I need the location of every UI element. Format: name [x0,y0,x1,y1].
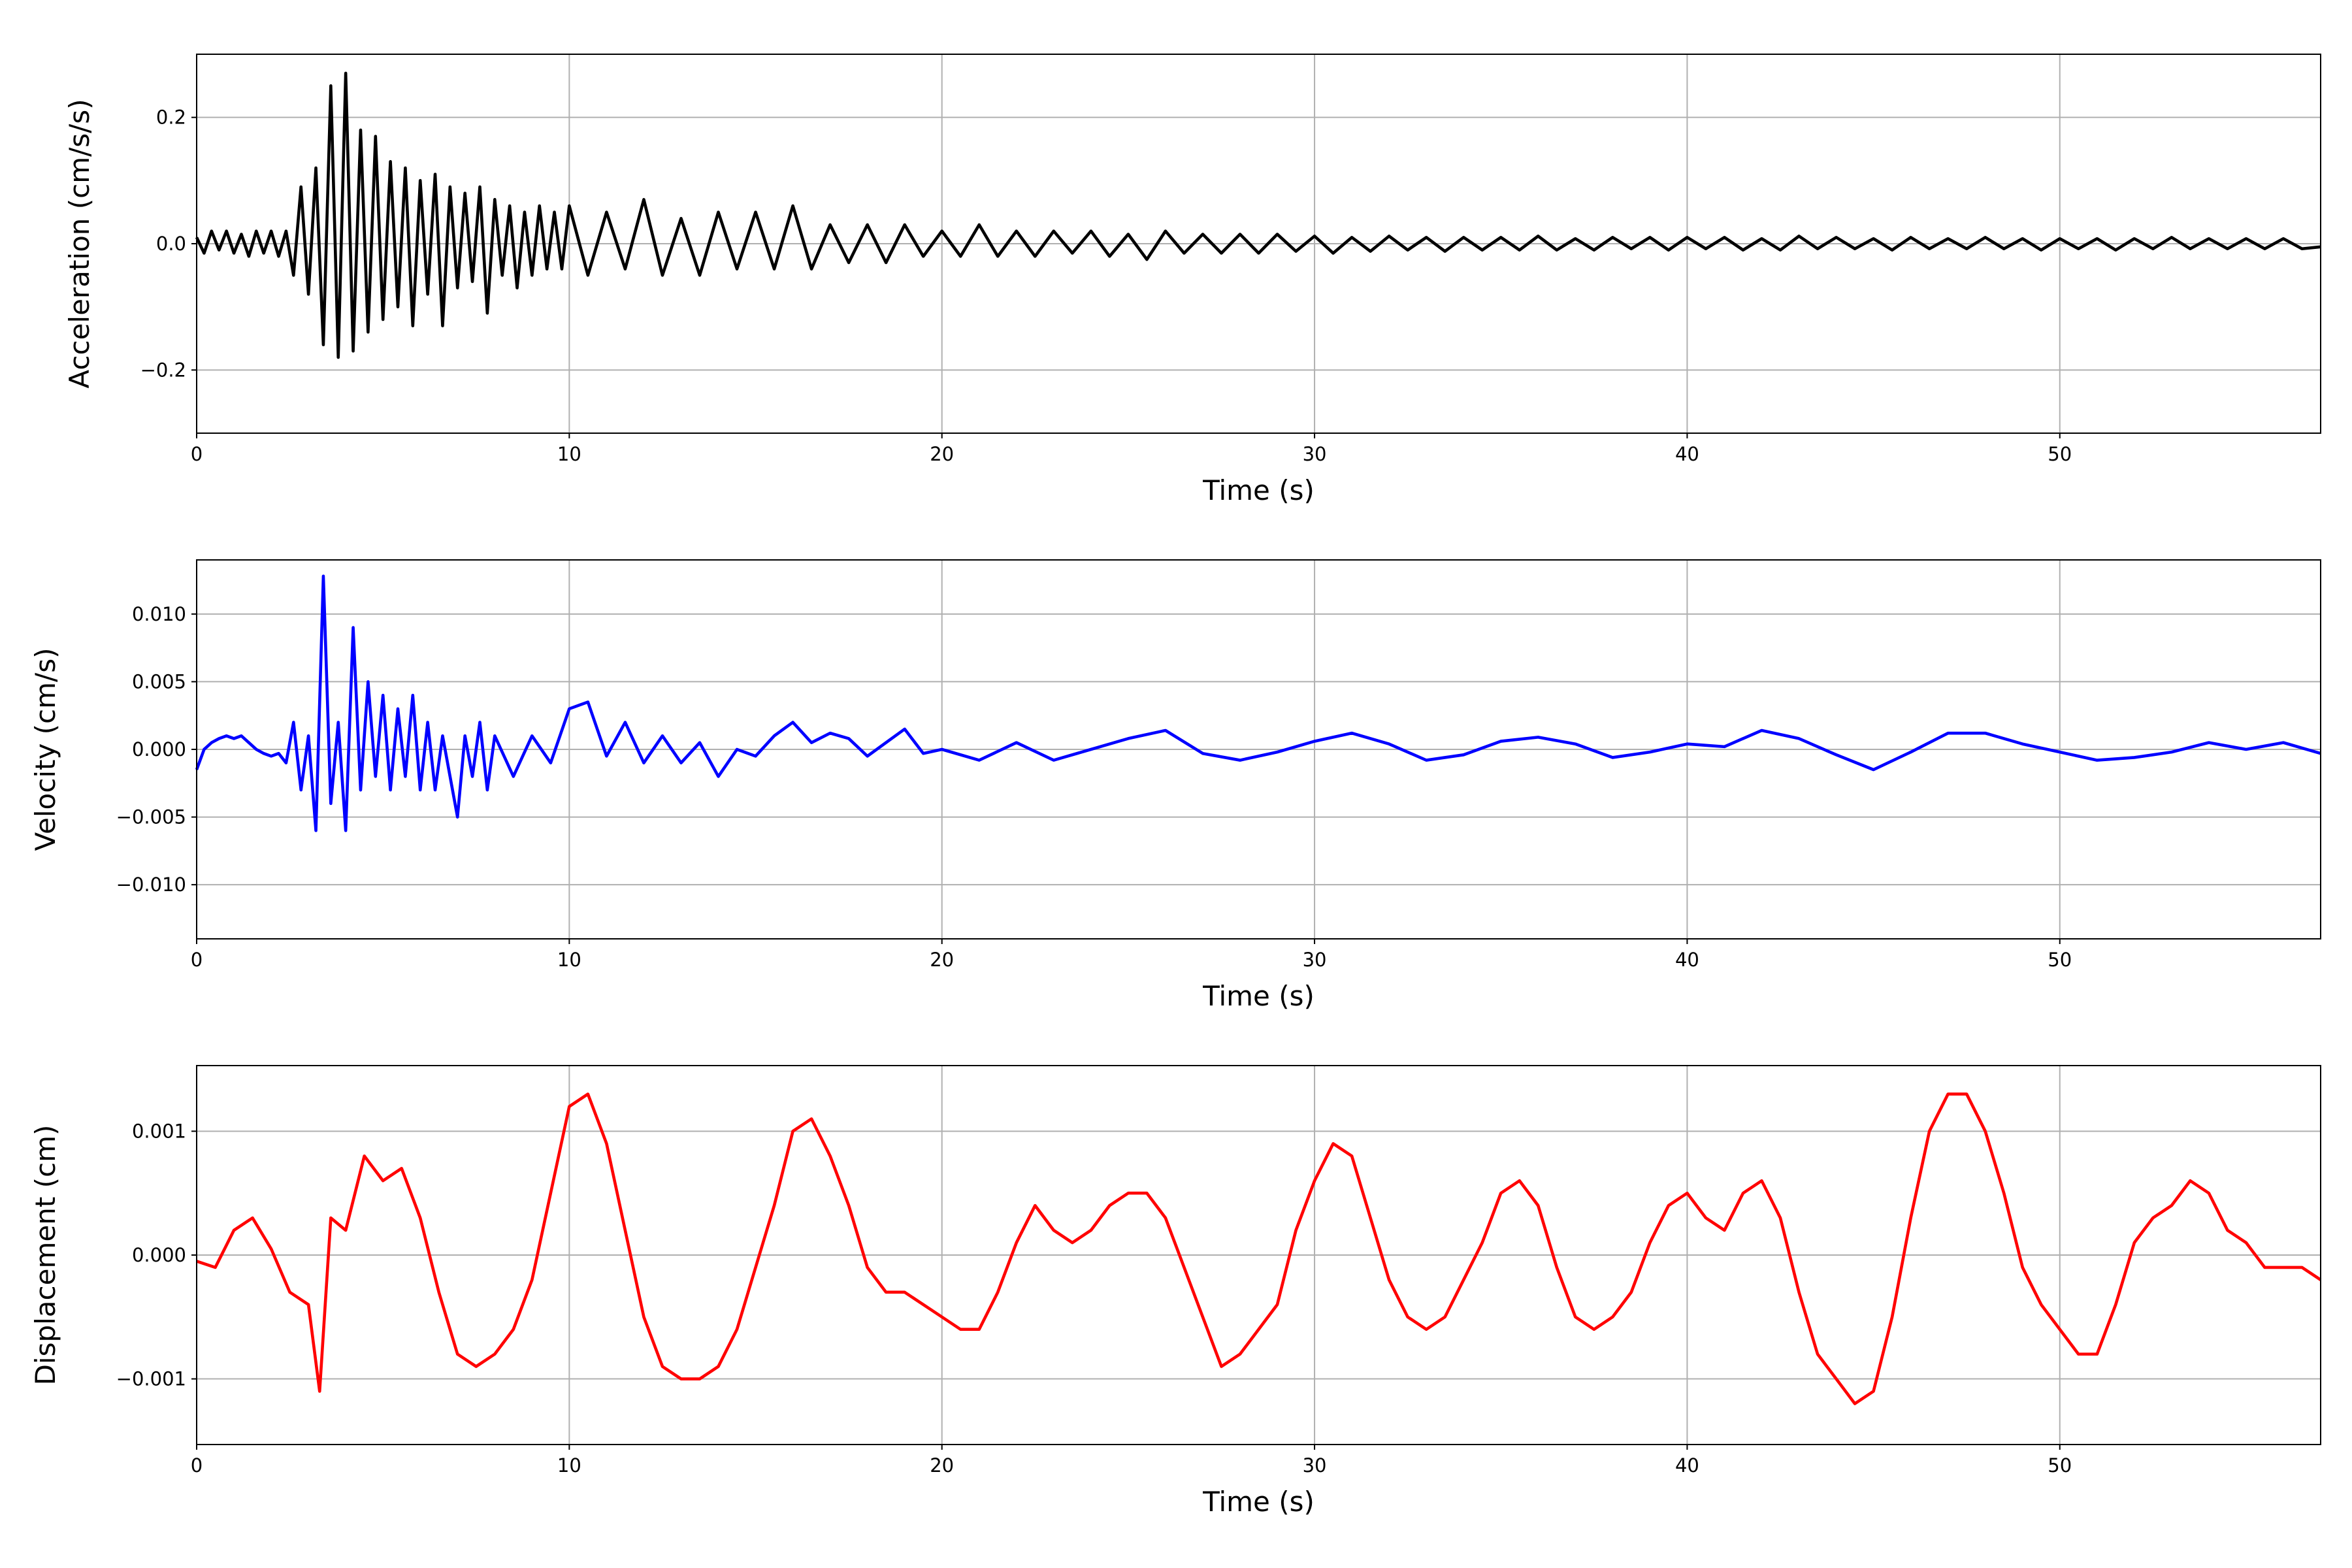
x-tick-label: 40 [1675,1454,1699,1477]
subplot: 0 10 20 30 40 50 −0.001 0.000 0.001 Time (s) Displ… [29,1065,2322,1518]
axes-frame [196,559,2321,939]
x-tick-label: 30 [1303,949,1327,971]
y-tick-label: 0.010 [132,603,186,625]
x-tick-label: 10 [557,949,581,971]
x-tick-label: 30 [1303,443,1327,465]
y-axis-label: Acceleration (cm/s/s) [63,99,95,388]
y-tick-label: −0.001 [116,1368,186,1390]
x-tick-label: 0 [191,443,203,465]
y-tick-label: 0.0 [156,233,186,255]
x-tick-label: 50 [2048,443,2072,465]
x-tick-label: 20 [930,949,954,971]
x-axis-label: Time (s) [1202,1486,1315,1518]
x-tick-label: 30 [1303,1454,1327,1477]
subplot: 0 10 20 30 40 50 −0.010 −0.005 0.000 0.005 0.010 Ti… [29,559,2321,1012]
y-axis-label: Displacement (cm) [29,1125,61,1386]
x-axis-label: Time (s) [1202,980,1315,1012]
y-axis-label: Velocity (cm/s) [29,648,61,851]
y-tick-label: 0.001 [132,1120,186,1142]
y-tick-label: 0.000 [132,738,186,760]
x-tick-label: 50 [2048,949,2072,971]
x-tick-label: 10 [557,1454,581,1477]
x-tick-label: 20 [930,443,954,465]
axes-frame [196,1065,2321,1445]
y-tick-label: 0.005 [132,670,186,693]
axes-frame [196,54,2321,434]
x-tick-label: 40 [1675,949,1699,971]
x-tick-label: 20 [930,1454,954,1477]
y-tick-label: 0.2 [156,106,186,129]
x-axis-label: Time (s) [1202,474,1315,506]
x-tick-label: 0 [191,949,203,971]
y-tick-label: −0.2 [140,359,186,381]
series-line [195,574,2321,832]
x-tick-label: 50 [2048,1454,2072,1477]
y-tick-label: −0.010 [116,874,186,896]
x-tick-label: 10 [557,443,581,465]
y-tick-label: −0.005 [116,806,186,828]
series-line [195,71,2321,359]
series-line [196,1092,2322,1405]
y-tick-label: 0.000 [132,1244,186,1266]
x-tick-label: 40 [1675,443,1699,465]
subplot: 0 10 20 30 40 50 −0.2 0.0 0.2 Time (s) Acceleratio… [63,54,2321,506]
x-tick-label: 0 [191,1454,203,1477]
